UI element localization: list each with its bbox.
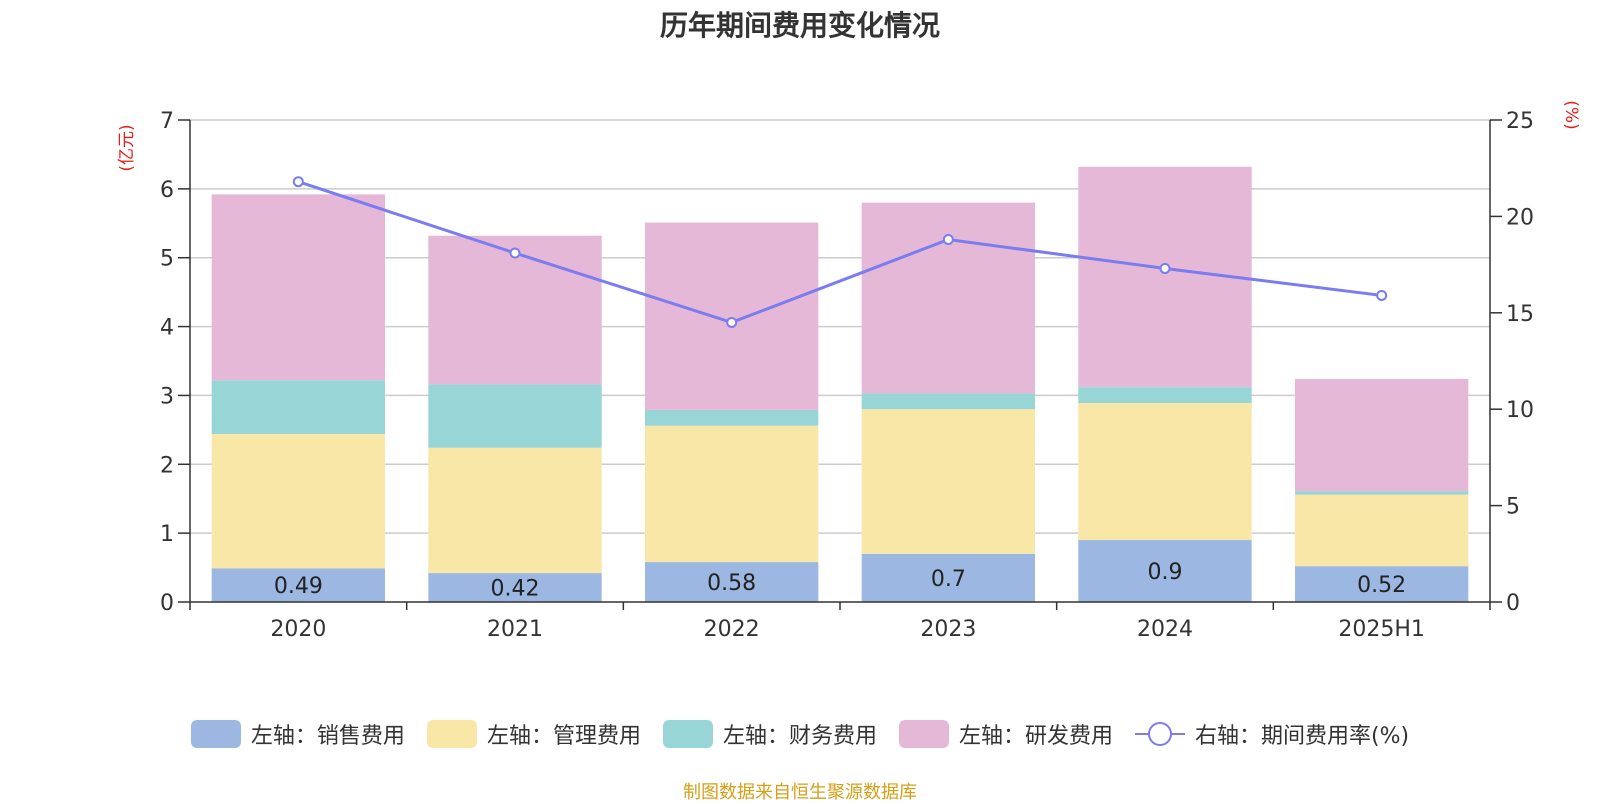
left-axis-unit: (亿元) [117, 124, 137, 171]
bar-segment [1295, 494, 1469, 567]
source-note: 制图数据来自恒生聚源数据库 [683, 782, 917, 803]
left-axis-tick-label: 3 [160, 384, 174, 409]
bar-segment [1295, 566, 1469, 602]
bar-segment [861, 409, 1035, 554]
expense-rate-point [942, 234, 954, 246]
bar-segment [1295, 378, 1469, 492]
bar-segment [211, 194, 385, 381]
x-axis-tick-label: 2023 [920, 617, 976, 642]
x-axis-tick-label: 2021 [487, 617, 543, 642]
x-axis-tick-label: 2020 [270, 617, 326, 642]
bar-segment [211, 568, 385, 602]
bar-segment [1078, 403, 1252, 541]
bar-segment [428, 573, 602, 602]
legend: 左轴：销售费用 左轴：管理费用 左轴：财务费用 左轴：研发费用 右轴：期间费用率… [0, 718, 1600, 750]
legend-item-finance[interactable]: 左轴：财务费用 [662, 718, 877, 750]
right-axis-unit: (%) [1561, 100, 1581, 129]
expense-rate-point [509, 247, 521, 259]
chart-title: 历年期间费用变化情况 [659, 9, 940, 42]
bar-segment [1295, 491, 1469, 495]
bar-segment [428, 447, 602, 574]
legend-label-sales: 左轴：销售费用 [250, 724, 405, 749]
bar-segment [211, 433, 385, 569]
legend-item-sales[interactable]: 左轴：销售费用 [190, 718, 405, 750]
bar-data-label: 0.49 [274, 574, 323, 599]
bar-data-label: 0.42 [491, 577, 540, 602]
bar-data-label: 0.9 [1148, 560, 1183, 585]
left-axis-tick-label: 6 [160, 178, 174, 203]
expense-rate-line [297, 180, 1382, 325]
right-axis-tick-label: 0 [1506, 591, 1520, 616]
bar-data-label: 0.58 [707, 571, 756, 596]
right-axis-tick-label: 5 [1506, 495, 1520, 520]
legend-label-finance: 左轴：财务费用 [722, 724, 877, 749]
left-axis-tick-label: 5 [160, 247, 174, 272]
bar-segment [1078, 540, 1252, 602]
expense-rate-point [1159, 262, 1171, 274]
legend-line-marker-icon [1134, 720, 1185, 748]
right-axis-tick-label: 15 [1506, 302, 1534, 327]
right-axis-tick-label: 25 [1506, 109, 1534, 134]
expense-rate-point [1376, 289, 1388, 301]
bar-segment [861, 553, 1035, 602]
left-axis-tick-label: 0 [160, 591, 174, 616]
expense-rate-point [726, 316, 738, 328]
bar-data-label: 0.52 [1357, 573, 1406, 598]
right-axis-tick-label: 10 [1506, 398, 1534, 423]
bar-segment [861, 202, 1035, 394]
bar-segment [645, 425, 819, 563]
left-axis-tick-label: 2 [160, 453, 174, 478]
x-axis-tick-label: 2025H1 [1338, 617, 1425, 642]
bar-data-label: 0.7 [931, 567, 966, 592]
bar-segment [428, 235, 602, 385]
bar-segment [1078, 387, 1252, 404]
expense-rate-point [292, 176, 304, 188]
legend-swatch-admin [426, 720, 477, 748]
bar-segment [428, 384, 602, 448]
bar-segment [861, 393, 1035, 410]
left-axis-tick-label: 1 [160, 522, 174, 547]
bar-segment [211, 380, 385, 434]
legend-swatch-sales [190, 720, 241, 748]
legend-label-admin: 左轴：管理费用 [486, 724, 641, 749]
left-axis-tick-label: 7 [160, 109, 174, 134]
legend-item-admin[interactable]: 左轴：管理费用 [426, 718, 641, 750]
left-axis-tick-label: 4 [160, 316, 174, 341]
legend-label-rnd: 左轴：研发费用 [958, 724, 1113, 749]
bar-segment [645, 222, 819, 410]
bar-segment [645, 409, 819, 426]
legend-label-expense-rate: 右轴：期间费用率(%) [1194, 724, 1410, 749]
right-axis-tick-label: 20 [1506, 205, 1534, 230]
legend-swatch-finance [662, 720, 713, 748]
legend-swatch-rnd [898, 720, 949, 748]
bar-segment [645, 562, 819, 602]
x-axis-tick-label: 2024 [1137, 617, 1193, 642]
legend-item-expense-rate[interactable]: 右轴：期间费用率(%) [1134, 718, 1410, 750]
legend-item-rnd[interactable]: 左轴：研发费用 [898, 718, 1113, 750]
x-axis-tick-label: 2022 [704, 617, 760, 642]
